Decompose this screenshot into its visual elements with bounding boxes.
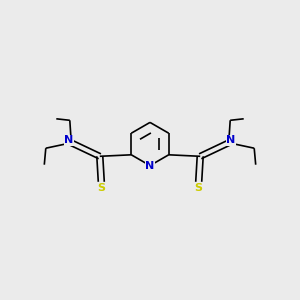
Text: S: S [97, 183, 105, 194]
Text: S: S [195, 183, 203, 194]
Text: N: N [64, 135, 74, 146]
Text: N: N [146, 160, 154, 171]
Text: N: N [226, 135, 236, 146]
